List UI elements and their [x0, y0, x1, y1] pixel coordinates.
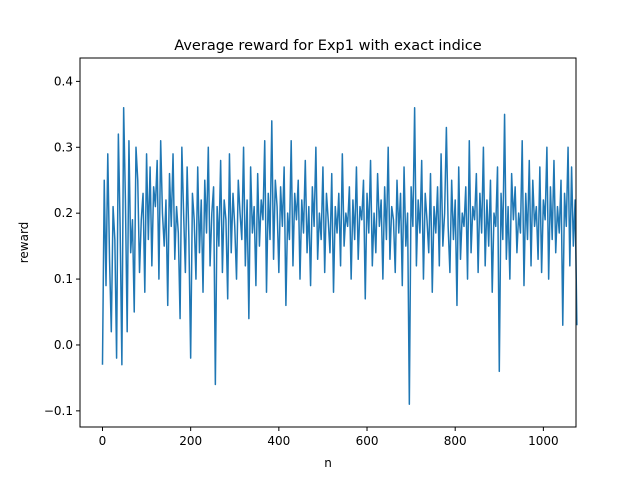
x-tick-label: 400 — [267, 434, 290, 448]
series-line-0 — [101, 107, 578, 406]
y-tick-label: 0.3 — [54, 140, 73, 154]
x-tick-label: 0 — [99, 434, 107, 448]
x-tick-label: 600 — [356, 434, 379, 448]
chart-title: Average reward for Exp1 with exact indic… — [174, 38, 482, 54]
x-tick-label: 1000 — [528, 434, 559, 448]
y-tick-label: −0.1 — [44, 404, 73, 418]
y-tick-label: 0.2 — [54, 206, 73, 220]
plot-area — [79, 57, 578, 428]
x-tick-label: 800 — [444, 434, 467, 448]
axes-frame — [79, 57, 577, 428]
x-tick-label: 200 — [179, 434, 202, 448]
y-axis: −0.1 0.0 0.1 0.2 0.3 0.4 — [44, 74, 80, 418]
y-axis-label: reward — [17, 222, 31, 264]
y-tick-label: 0.4 — [54, 74, 73, 88]
y-tick-label: 0.0 — [54, 338, 73, 352]
x-axis: 0 200 400 600 800 1000 — [99, 427, 559, 448]
x-axis-label: n — [324, 456, 332, 470]
series-layer — [101, 107, 578, 406]
y-tick-label: 0.1 — [54, 272, 73, 286]
